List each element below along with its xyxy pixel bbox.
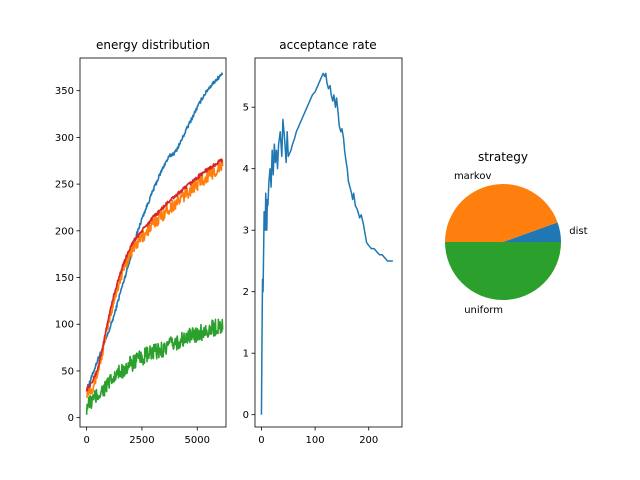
x-tick-label: 0 <box>258 435 264 446</box>
x-tick-label: 0 <box>83 435 89 446</box>
pie-label-markov: markov <box>454 171 492 182</box>
y-tick-label: 50 <box>61 366 74 377</box>
y-tick-label: 250 <box>55 180 74 191</box>
y-tick-label: 2 <box>243 287 249 298</box>
y-tick-label: 100 <box>55 320 74 331</box>
plot-frame <box>79 57 227 428</box>
y-tick-label: 300 <box>55 133 74 144</box>
y-tick-label: 0 <box>68 413 74 424</box>
pie-slice-markov <box>445 183 558 242</box>
y-tick-label: 3 <box>243 226 249 237</box>
x-tick-label: 5000 <box>185 435 210 446</box>
chart-title: strategy <box>478 150 528 164</box>
y-tick-label: 0 <box>243 410 249 421</box>
series-layer <box>260 72 393 415</box>
energy-distribution-chart: energy distribution 0 2500 5000 0 50 100 150 20… <box>55 38 227 446</box>
series-layer <box>85 72 224 415</box>
pie-slice-dist <box>503 222 561 242</box>
y-tick-label: 5 <box>243 103 249 114</box>
series-line-3 <box>85 158 224 392</box>
chart-title: energy distribution <box>96 38 210 52</box>
slice-layer: dist markov uniform <box>445 171 588 316</box>
x-tick-label: 2500 <box>129 435 154 446</box>
y-tick-label: 200 <box>55 226 74 237</box>
x-tick-label: 100 <box>306 435 325 446</box>
series-line-1 <box>260 72 393 415</box>
y-tick-label: 150 <box>55 273 74 284</box>
tick-layer: 0 2500 5000 0 50 100 150 200 250 300 350 <box>55 86 210 446</box>
pie-label-dist: dist <box>569 226 587 237</box>
y-tick-label: 4 <box>243 164 249 175</box>
pie-slice-uniform <box>445 242 561 300</box>
strategy-pie-chart: strategy dist markov uniform <box>445 150 588 316</box>
series-line-4 <box>85 318 224 415</box>
acceptance-rate-chart: acceptance rate 0 100 200 0 1 2 3 4 5 <box>243 38 403 446</box>
chart-title: acceptance rate <box>279 38 376 52</box>
y-tick-label: 350 <box>55 86 74 97</box>
y-tick-label: 1 <box>243 349 249 360</box>
x-tick-label: 200 <box>359 435 378 446</box>
pie-label-uniform: uniform <box>464 305 503 316</box>
tick-layer: 0 100 200 0 1 2 3 4 5 <box>243 103 379 446</box>
series-line-1 <box>85 72 224 392</box>
plot-frame <box>254 57 403 428</box>
